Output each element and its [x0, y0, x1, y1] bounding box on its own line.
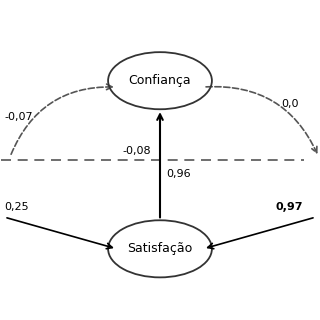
Text: Confiança: Confiança	[129, 74, 191, 87]
Text: -0,08: -0,08	[123, 146, 151, 156]
Text: 0,0: 0,0	[281, 100, 299, 109]
Text: -0,07: -0,07	[4, 112, 33, 122]
Text: 0,25: 0,25	[4, 202, 29, 212]
Text: Satisfação: Satisfação	[127, 242, 193, 255]
Text: 0,96: 0,96	[166, 169, 190, 179]
Text: 0,97: 0,97	[275, 202, 303, 212]
